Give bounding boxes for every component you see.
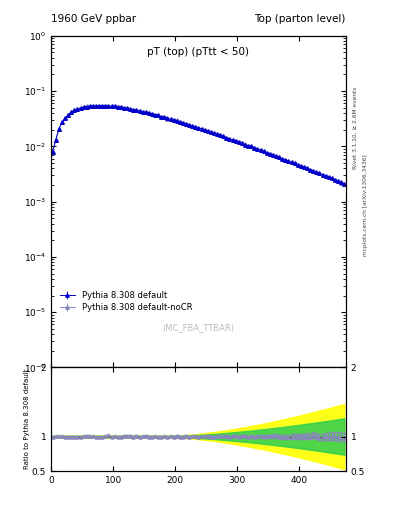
Text: (MC_FBA_TTBAR): (MC_FBA_TTBAR) (162, 323, 235, 332)
Legend: Pythia 8.308 default, Pythia 8.308 default-noCR: Pythia 8.308 default, Pythia 8.308 defau… (57, 288, 195, 315)
Text: Rivet 3.1.10, ≥ 2.6M events: Rivet 3.1.10, ≥ 2.6M events (353, 87, 358, 169)
Text: pT (top) (pTtt < 50): pT (top) (pTtt < 50) (147, 48, 250, 57)
Text: mcplots.cern.ch [arXiv:1306.3436]: mcplots.cern.ch [arXiv:1306.3436] (363, 154, 368, 255)
Text: 1960 GeV ppbar: 1960 GeV ppbar (51, 14, 136, 24)
Y-axis label: Ratio to Pythia 8.308 default: Ratio to Pythia 8.308 default (24, 369, 31, 470)
Text: Top (parton level): Top (parton level) (254, 14, 346, 24)
